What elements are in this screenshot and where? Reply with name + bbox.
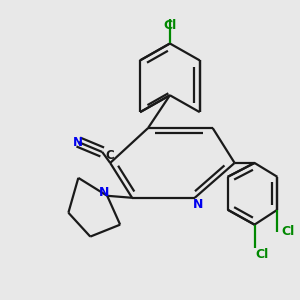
Text: N: N [99, 186, 110, 199]
Text: Cl: Cl [281, 225, 295, 238]
Text: Cl: Cl [255, 248, 268, 261]
Text: Cl: Cl [163, 19, 176, 32]
Text: N: N [73, 136, 83, 148]
Text: C: C [105, 149, 114, 162]
Text: N: N [193, 198, 203, 211]
